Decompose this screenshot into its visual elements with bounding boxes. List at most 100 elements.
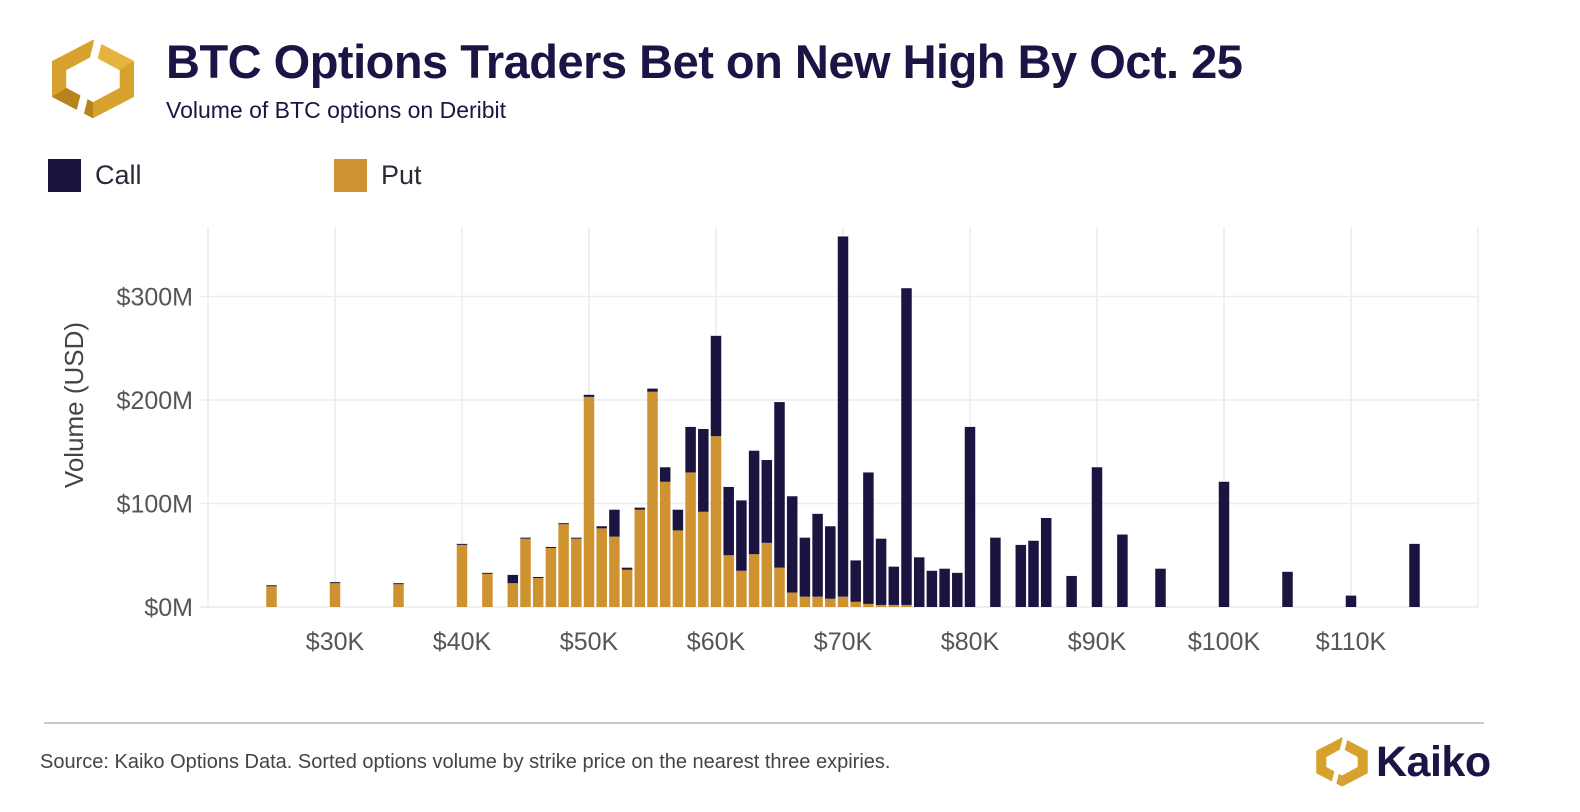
put-bar [456,544,468,607]
put-bar [685,472,696,607]
source-note: Source: Kaiko Options Data. Sorted optio… [40,751,891,773]
call-bar [799,537,811,597]
put-bar [520,538,531,607]
volume-by-strike-chart: $0M $100M $200M $300M $30K $40K $50K $60K $70K $8… [59,227,1479,656]
call-bar [558,523,569,525]
put-bar [837,596,849,607]
legend-item-call: Call [48,158,142,192]
x-tick-label: $100K [1188,628,1261,656]
call-bar [736,500,747,571]
put-bar [393,584,404,607]
chart-title: BTC Options Traders Bet on New High By O… [166,35,1243,88]
call-bar [875,538,887,605]
put-bar [774,567,785,607]
call-bar [863,472,874,604]
y-tick-label: $300M [117,284,193,312]
footer-divider [44,722,1484,724]
call-bar [583,394,595,397]
put-bar [621,569,633,607]
put-bar [634,509,646,607]
call-bar [672,509,684,531]
call-bar [964,426,976,607]
y-tick-label: $100M [117,491,193,519]
put-bar [596,528,607,607]
put-bar [736,570,747,607]
call-bar [1028,540,1039,607]
call-bar [837,236,849,597]
footer-brand: Kaiko [1314,732,1491,792]
call-bar [1155,568,1166,607]
put-bar [698,511,709,607]
call-bar [634,507,646,510]
call-bar [952,572,963,607]
call-bar [571,537,582,539]
kaiko-logo-icon [1316,736,1368,788]
call-bar [761,460,773,543]
put-bar [710,436,722,607]
call-bar [647,388,658,392]
put-bar [786,592,798,607]
call-bar [329,582,341,584]
legend-label-put: Put [381,159,422,190]
call-bar [939,568,950,607]
call-bar [786,496,798,593]
call-bar [990,537,1001,607]
call-bar [532,576,544,579]
y-tick-label: $200M [117,387,193,415]
x-tick-label: $50K [560,628,619,656]
call-bar [1345,595,1357,607]
call-bar [888,566,900,605]
put-bar [583,396,595,607]
put-bar [723,555,734,607]
x-tick-label: $30K [306,628,365,656]
put-bar [850,601,861,607]
call-bar [748,450,760,555]
put-bar [748,554,760,607]
legend-swatch-put [334,158,367,192]
put-bar [482,573,493,607]
call-bar [901,288,912,605]
y-tick-label: $0M [144,594,193,622]
call-bar [609,509,620,537]
x-tick-label: $110K [1316,628,1387,656]
legend-label-call: Call [95,159,142,190]
call-bar [685,426,696,473]
put-bar [888,604,900,607]
call-bar [913,557,925,607]
call-bar [1015,544,1027,607]
put-bar [901,604,912,607]
call-bar [545,546,557,549]
put-bar [571,538,582,607]
put-bar [609,536,620,607]
call-bar [850,560,861,602]
call-bar [520,537,531,539]
x-tick-label: $40K [433,628,492,656]
x-tick-label: $80K [941,628,1000,656]
x-tick-label: $60K [687,628,746,656]
put-bar [761,542,773,607]
call-bar [1040,517,1052,607]
call-bar [1117,534,1128,607]
chart-subtitle: Volume of BTC options on Deribit [166,97,507,123]
call-bar [659,467,671,482]
call-bar [710,335,722,437]
legend-item-put: Put [334,158,422,192]
put-bar [672,530,684,607]
call-bar [1091,467,1103,607]
x-tick-label: $70K [814,628,873,656]
y-axis-title: Volume (USD) [59,322,89,488]
kaiko-logo-icon [52,38,134,120]
call-bar [1282,571,1293,607]
x-tick-label: $90K [1068,628,1127,656]
put-bar [812,596,823,607]
call-bar [507,574,519,584]
legend-swatch-call [48,158,81,192]
call-bar [393,583,404,585]
put-bar [507,583,519,607]
call-bar [825,526,836,599]
call-bar [1218,481,1230,607]
call-bar [482,572,493,574]
put-bar [545,548,557,607]
put-bar [799,596,811,607]
put-bar [266,586,277,607]
